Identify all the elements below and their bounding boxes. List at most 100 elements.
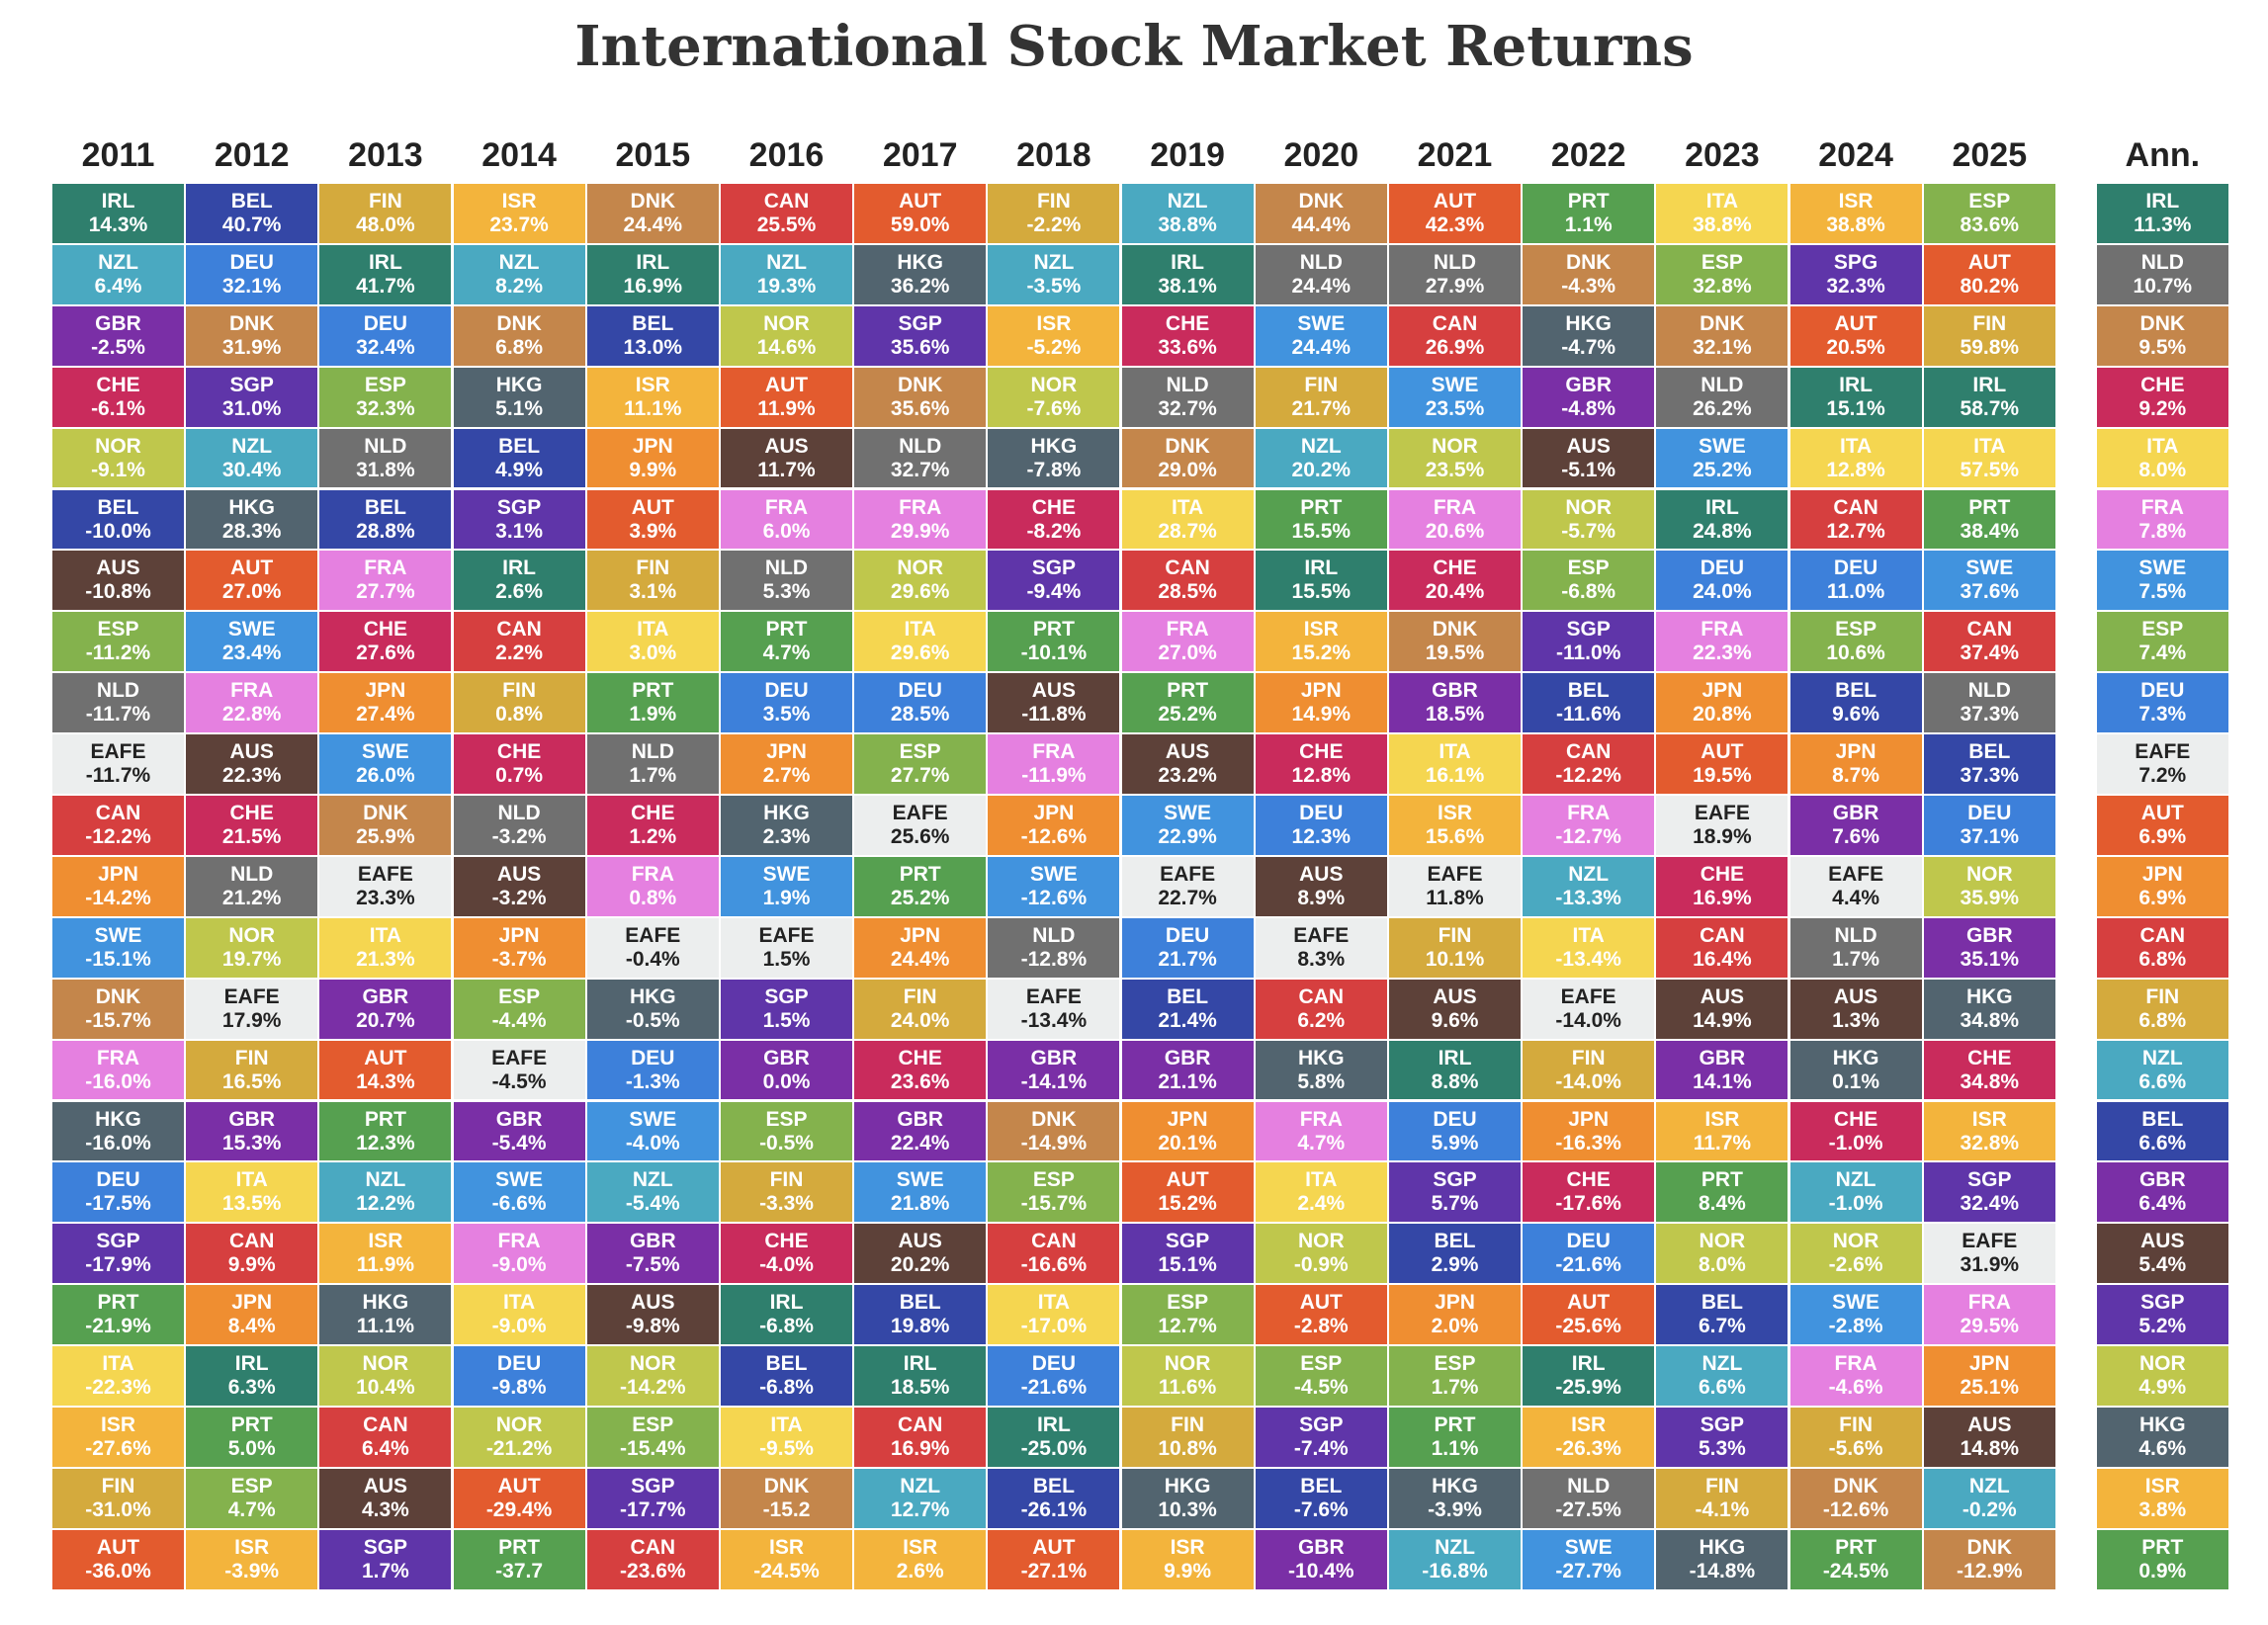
return-label: 0.7%	[495, 764, 544, 788]
return-label: 8.8%	[1431, 1069, 1479, 1093]
cell: IRL 15.5%	[1255, 551, 1387, 611]
country-code: HKG	[763, 802, 810, 824]
return-label: -8.2%	[1026, 519, 1082, 543]
cell: SGP -7.4%	[1255, 1408, 1387, 1467]
return-label: -31.0%	[85, 1497, 151, 1521]
cell: ESP 12.7%	[1121, 1285, 1254, 1345]
country-code: AUT	[1166, 1168, 1209, 1192]
cell: GBR 21.1%	[1121, 1040, 1254, 1100]
cell: DNK 25.9%	[319, 796, 452, 855]
country-code: GBR	[1965, 923, 2013, 947]
country-code: ISR	[1036, 311, 1072, 335]
country-code: ESP	[1032, 1168, 1075, 1192]
cell: ESP -0.5%	[721, 1101, 852, 1161]
country-code: SGP	[363, 1535, 408, 1559]
cell: FIN 0.8%	[453, 673, 585, 733]
country-code: CHE	[2140, 373, 2185, 396]
return-label: 35.1%	[1960, 947, 2020, 971]
cell: GBR 18.5%	[1389, 673, 1521, 733]
column-header: 2016	[748, 136, 825, 174]
return-label: 29.5%	[1960, 1315, 2020, 1338]
country-code: FRA	[1032, 740, 1076, 764]
cell: ESP 4.7%	[186, 1468, 318, 1528]
cell: DNK 6.8%	[453, 305, 585, 366]
cell: PRT 25.2%	[1121, 673, 1254, 733]
return-label: 0.8%	[495, 703, 544, 727]
cell: JPN 25.1%	[1923, 1346, 2055, 1406]
country-code: DNK	[630, 190, 676, 213]
return-label: 15.5%	[1291, 519, 1352, 543]
cell: DNK -15.7%	[52, 979, 184, 1039]
return-label: 2.6%	[495, 580, 544, 604]
cell: FRA 6.0%	[721, 489, 852, 550]
return-label: -17.0%	[1020, 1315, 1088, 1338]
cell: ESP -6.8%	[1523, 551, 1655, 611]
return-label: 38.1%	[1158, 274, 1217, 298]
cell: SPG 32.3%	[1789, 244, 1922, 304]
return-label: -16.0%	[85, 1131, 151, 1155]
country-code: AUS	[2140, 1230, 2185, 1253]
country-code: FIN	[502, 679, 536, 703]
cell: PRT -21.9%	[52, 1285, 184, 1345]
country-code: HKG	[495, 373, 543, 396]
cell: NLD 21.2%	[186, 856, 318, 916]
return-label: -25.6%	[1555, 1315, 1621, 1338]
country-code: DNK	[763, 1474, 810, 1497]
cell: PRT 15.5%	[1255, 489, 1387, 550]
cell: DEU 5.9%	[1389, 1101, 1521, 1161]
country-code: ESP	[1835, 618, 1877, 641]
country-code: FRA	[1166, 618, 1209, 641]
cell: PRT 4.7%	[721, 612, 852, 672]
country-code: HKG	[1699, 1535, 1746, 1559]
return-label: 7.8%	[2138, 519, 2187, 543]
country-code: BEL	[498, 434, 541, 458]
return-label: -4.5%	[1293, 1376, 1349, 1400]
country-code: CAN	[1432, 311, 1478, 335]
cell: EAFE -14.0%	[1523, 979, 1655, 1039]
return-label: 10.4%	[356, 1376, 415, 1400]
country-code: CAN	[1833, 495, 1878, 519]
country-code: NZL	[1033, 250, 1075, 274]
country-code: CHE	[1967, 1046, 2012, 1069]
country-code: DNK	[1165, 434, 1210, 458]
country-code: BEL	[1968, 740, 2011, 764]
cell: NZL 19.3%	[721, 244, 852, 304]
return-label: 21.5%	[221, 825, 282, 848]
country-code: DEU	[1433, 1107, 1477, 1131]
cell: IRL 14.3%	[52, 184, 184, 243]
cell: SWE 23.5%	[1389, 367, 1521, 427]
cell: IRL 38.1%	[1121, 244, 1254, 304]
cell: ESP 7.4%	[2096, 612, 2228, 672]
country-code: NOR	[629, 1352, 676, 1376]
cell: SWE 25.2%	[1656, 428, 1788, 488]
country-code: ESP	[1567, 556, 1610, 580]
country-code: NZL	[1300, 434, 1342, 458]
country-code: NZL	[498, 250, 540, 274]
country-code: NLD	[96, 679, 140, 703]
return-label: 8.4%	[1698, 1192, 1746, 1216]
country-code: PRT	[632, 679, 674, 703]
country-code: BEL	[899, 1291, 941, 1315]
cell: GBR -2.5%	[52, 305, 184, 366]
country-code: BEL	[97, 495, 139, 519]
country-code: NLD	[1834, 923, 1877, 947]
return-label: 24.4%	[1291, 274, 1352, 298]
country-code: AUS	[1700, 984, 1745, 1008]
cell: ISR -26.3%	[1523, 1408, 1655, 1467]
country-code: NOR	[2138, 1352, 2186, 1376]
return-label: -5.1%	[1561, 458, 1616, 481]
country-code: EAFE	[1962, 1230, 2018, 1253]
return-label: 27.6%	[356, 641, 415, 665]
country-code: NOR	[1699, 1230, 1746, 1253]
cell: CAN 9.9%	[186, 1224, 318, 1284]
cell: FIN -4.1%	[1656, 1468, 1788, 1528]
cell: ITA -22.3%	[52, 1346, 184, 1406]
return-label: -23.6%	[620, 1559, 686, 1582]
return-label: 15.3%	[221, 1131, 282, 1155]
return-label: 6.7%	[1698, 1315, 1746, 1338]
country-code: NOR	[495, 1413, 543, 1436]
cell: DEU 24.0%	[1656, 551, 1788, 611]
cell: DNK 31.9%	[186, 305, 318, 366]
country-code: JPN	[632, 434, 673, 458]
country-code: DEU	[229, 250, 274, 274]
